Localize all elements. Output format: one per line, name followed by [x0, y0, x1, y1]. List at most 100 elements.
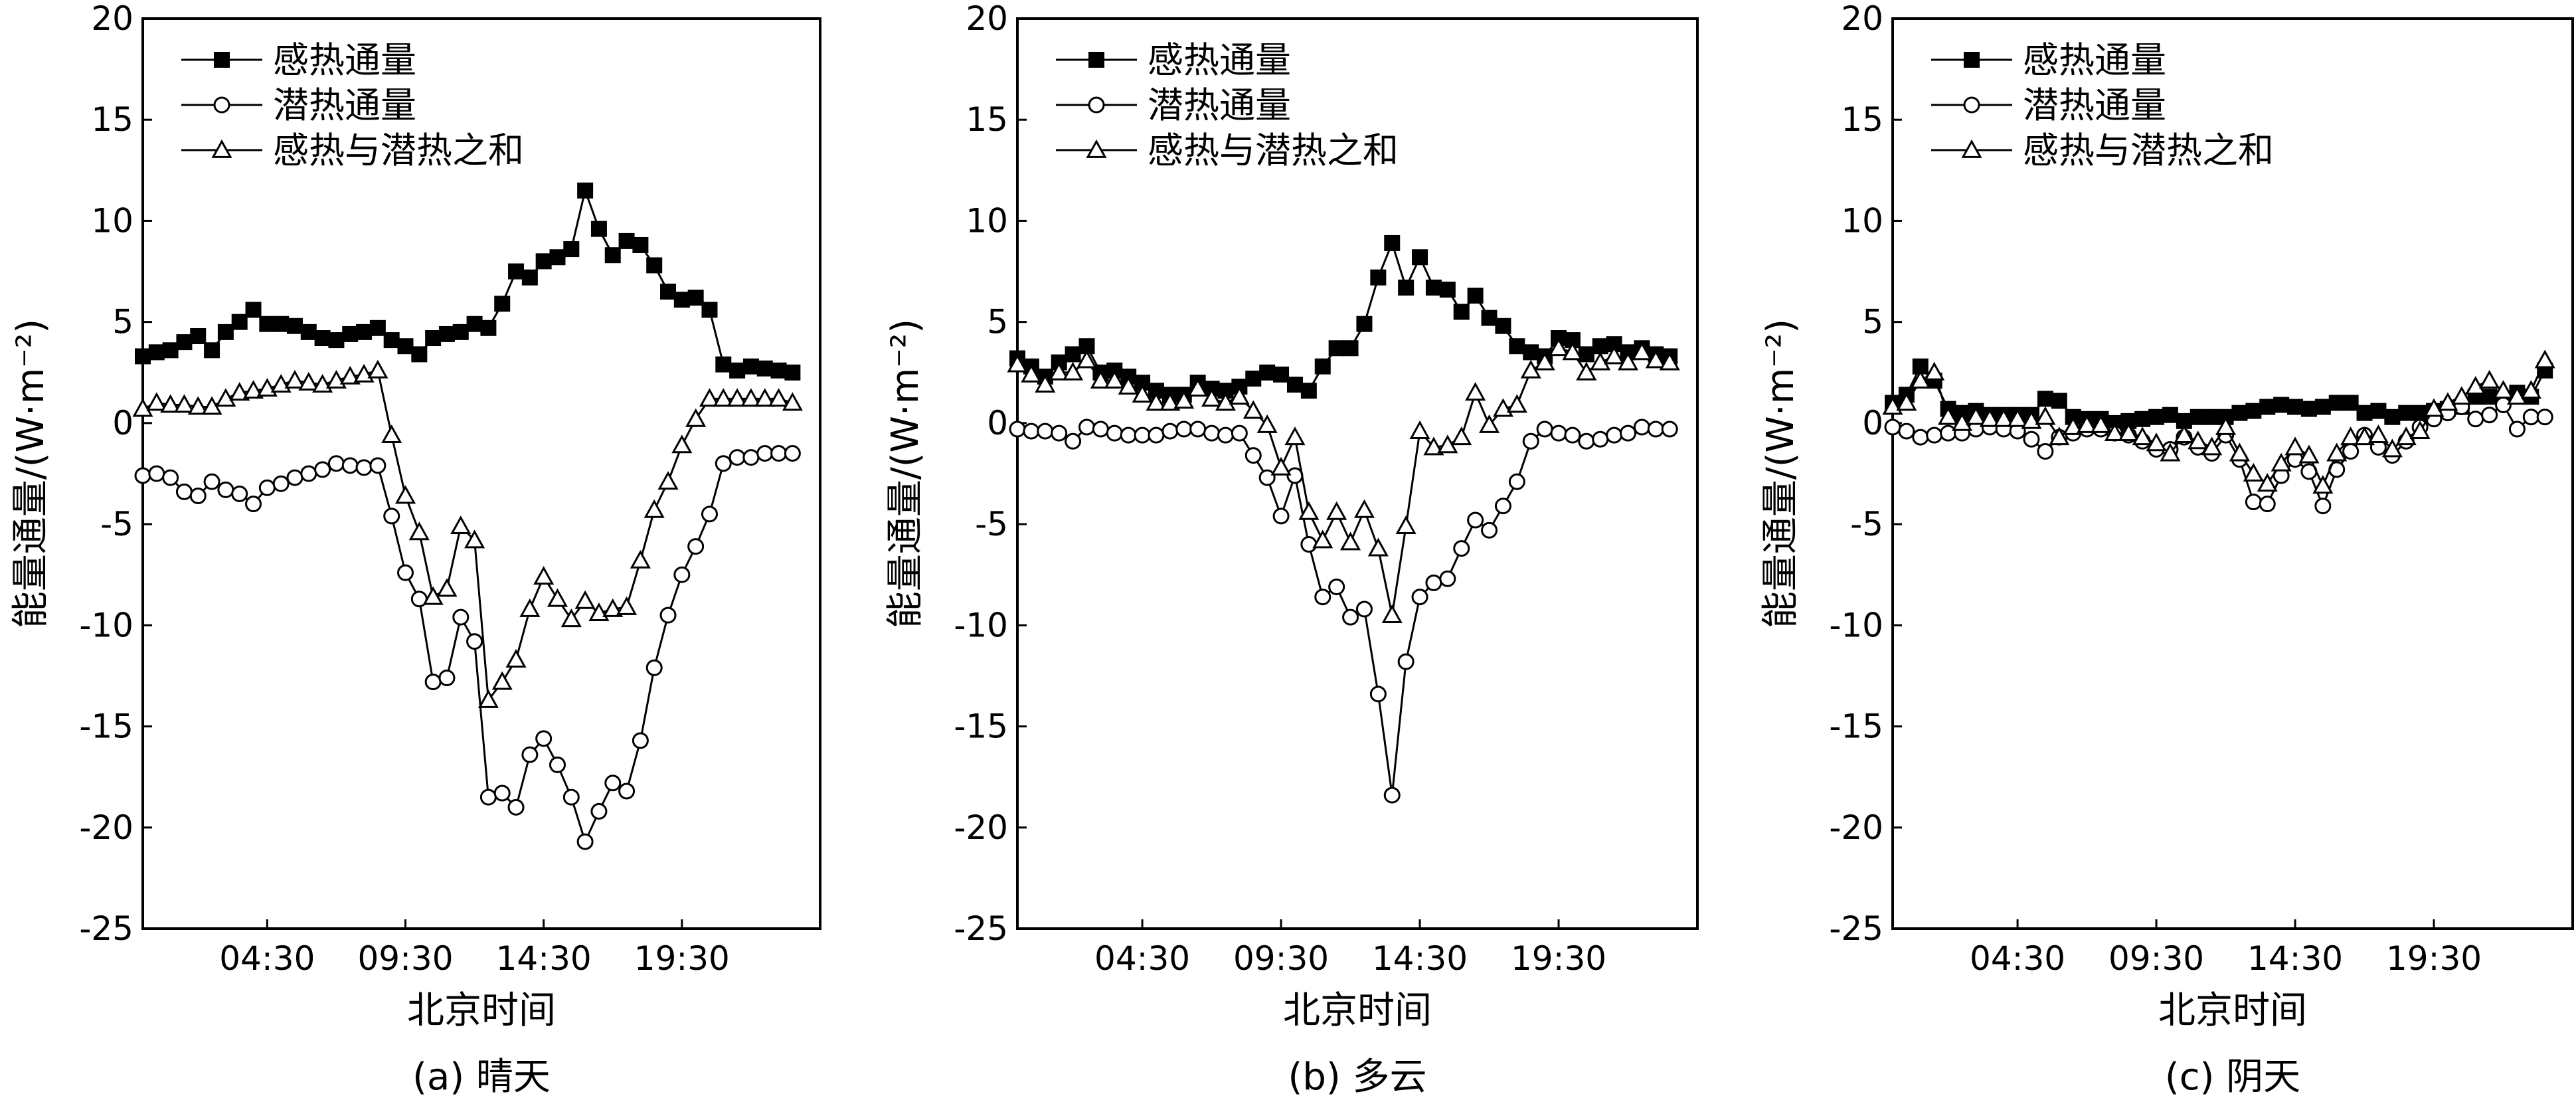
data-point [1370, 269, 1387, 286]
data-point [1049, 361, 1070, 381]
data-point [135, 348, 151, 365]
x-axis-title: 北京时间 [2158, 989, 2307, 1032]
data-point [1175, 420, 1193, 438]
data-point [2356, 405, 2373, 421]
data-point [2451, 386, 2472, 405]
data-point [189, 487, 207, 504]
data-point [701, 302, 718, 318]
data-point [2160, 442, 2181, 462]
data-point [563, 241, 580, 258]
data-point [1425, 574, 1442, 591]
data-point [2090, 414, 2112, 433]
data-point [217, 323, 234, 340]
y-axis-title: 能量通量/(W·m⁻²) [1759, 319, 1802, 628]
data-point [187, 396, 209, 415]
data-point [1534, 351, 1555, 371]
data-point [1381, 604, 1403, 624]
data-point [770, 362, 787, 379]
y-tick-label: 5 [112, 303, 133, 341]
data-point [1467, 288, 1484, 304]
data-point [1243, 400, 1264, 419]
data-point [204, 342, 220, 359]
data-point [1423, 436, 1444, 456]
data-point [176, 334, 193, 351]
x-tick-label: 09:30 [1233, 939, 1329, 978]
data-point [1979, 408, 2000, 427]
data-point [160, 394, 181, 413]
data-point [742, 449, 760, 466]
series-2 [1882, 349, 2555, 494]
data-point [770, 445, 788, 462]
data-point [604, 247, 621, 264]
data-point [1924, 361, 1945, 381]
data-point [547, 588, 568, 607]
data-point [2273, 397, 2290, 413]
series-0 [1009, 234, 1678, 403]
legend-marker [214, 52, 230, 68]
data-point [1409, 420, 1430, 439]
y-tick-label: 10 [1841, 201, 1883, 240]
legend-label: 感热与潜热之和 [1148, 130, 1399, 171]
data-point [533, 566, 555, 585]
data-point [1659, 351, 1680, 371]
data-point [602, 598, 624, 617]
data-point [1021, 363, 1042, 383]
data-point [2215, 416, 2237, 435]
chart-panel-0: 20 15 10 5 0 -5 -10 -15 -20 -25 04:30 09:30 14:30 19:… [9, 0, 821, 1099]
data-point [1439, 570, 1456, 587]
data-point [1326, 501, 1347, 520]
data-point [1353, 499, 1375, 518]
y-tick-label: -25 [954, 909, 1008, 948]
data-point [1286, 467, 1304, 484]
legend-marker [1086, 139, 1107, 158]
data-point [2506, 386, 2528, 405]
data-point [2037, 391, 2053, 407]
data-point [231, 314, 248, 330]
data-point [1509, 338, 1525, 355]
data-point [644, 499, 665, 518]
data-point [2190, 409, 2206, 425]
data-point [2492, 380, 2514, 399]
data-point [1201, 388, 1223, 407]
data-point [660, 284, 677, 300]
data-point [715, 356, 732, 373]
data-point [258, 479, 276, 496]
data-point [1065, 346, 1081, 363]
data-point [1355, 600, 1373, 618]
data-point [466, 633, 483, 650]
y-tick-label: -25 [1829, 909, 1883, 948]
data-point [632, 732, 649, 749]
x-axis-title: 北京时间 [1283, 989, 1432, 1032]
x-tick-label: 14:30 [2247, 939, 2343, 978]
data-point [1367, 537, 1389, 557]
data-point [2381, 438, 2403, 458]
y-tick-label: 0 [1862, 404, 1883, 442]
data-point [480, 320, 497, 336]
data-point [657, 471, 679, 490]
data-point [1411, 589, 1428, 606]
data-point [2201, 436, 2223, 456]
data-point [1481, 310, 1498, 326]
legend-label: 潜热通量 [2023, 84, 2166, 126]
data-point [2412, 405, 2429, 421]
legend-marker [211, 139, 232, 158]
legend-label: 感热通量 [273, 39, 416, 81]
y-tick-label: 10 [91, 201, 133, 240]
data-point [173, 394, 195, 413]
data-point [535, 730, 553, 747]
data-point [1617, 351, 1639, 371]
data-point [1647, 420, 1664, 438]
data-point [1369, 686, 1387, 703]
data-point [314, 461, 331, 478]
data-point [477, 689, 499, 708]
data-point [1564, 426, 1581, 444]
data-point [383, 507, 400, 525]
data-point [618, 232, 635, 249]
data-point [1328, 578, 1345, 595]
data-point [2118, 422, 2139, 442]
data-point [1522, 432, 1539, 450]
plot-frame [1891, 17, 2574, 930]
